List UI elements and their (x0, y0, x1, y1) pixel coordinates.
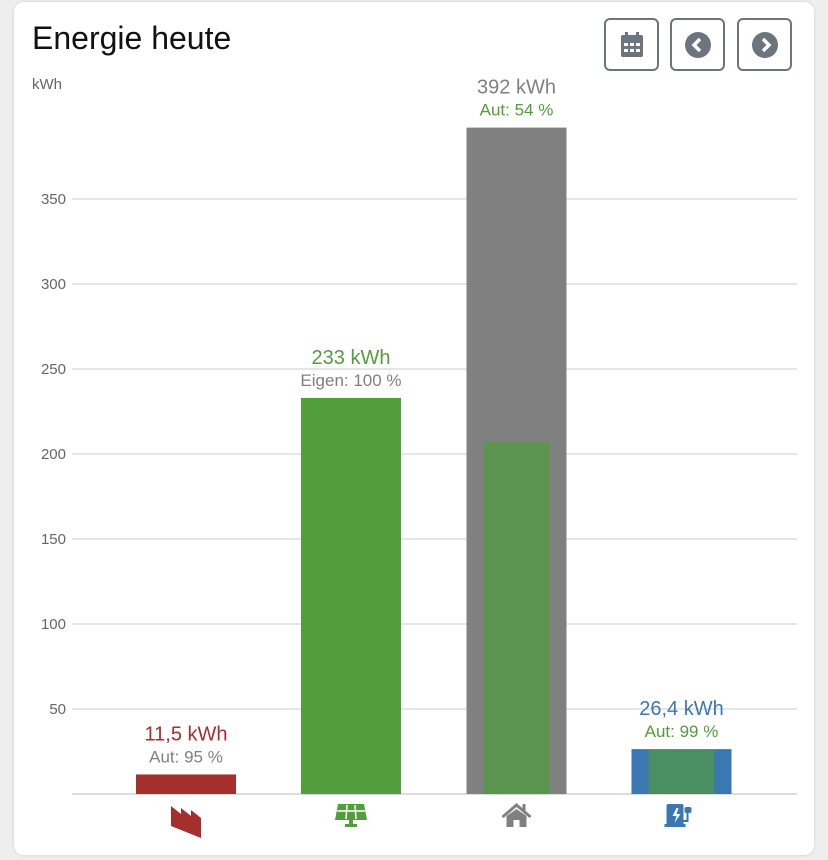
bar-value-label: 392 kWh (477, 77, 556, 99)
solar-panel-icon (335, 804, 367, 827)
bar-sub-label: Aut: 99 % (645, 722, 719, 741)
factory-icon (171, 806, 201, 838)
calendar-icon (620, 31, 643, 57)
bar-value-label: 11,5 kWh (145, 723, 228, 745)
y-tick-label: 350 (41, 191, 66, 208)
calendar-button[interactable] (604, 18, 659, 71)
ev-charger-icon (664, 804, 692, 827)
bar-factory (136, 774, 236, 794)
bar-sub-label: Aut: 95 % (149, 747, 223, 766)
bar-value-label: 26,4 kWh (639, 698, 723, 720)
y-tick-label: 200 (41, 446, 66, 463)
bar-self-consumption (648, 749, 715, 794)
bar-sub-label: Aut: 54 % (480, 101, 554, 120)
chevron-right-circle-icon (751, 31, 778, 58)
house-icon (501, 803, 532, 827)
y-tick-label: 100 (41, 616, 66, 633)
previous-day-button[interactable] (670, 18, 725, 71)
y-tick-label: 250 (41, 361, 66, 378)
y-tick-label: 150 (41, 531, 66, 548)
y-tick-label: 300 (41, 276, 66, 293)
energy-card (14, 2, 814, 855)
y-axis-unit: kWh (32, 76, 62, 93)
next-day-button[interactable] (737, 18, 792, 71)
chevron-left-circle-icon (684, 31, 711, 58)
page-title: Energie heute (32, 20, 232, 56)
bar-solar-panel (301, 397, 401, 794)
bar-sub-label: Eigen: 100 % (300, 371, 401, 390)
bar-self-consumption (483, 442, 550, 794)
y-tick-label: 50 (49, 701, 66, 718)
bar-value-label: 233 kWh (312, 347, 391, 369)
